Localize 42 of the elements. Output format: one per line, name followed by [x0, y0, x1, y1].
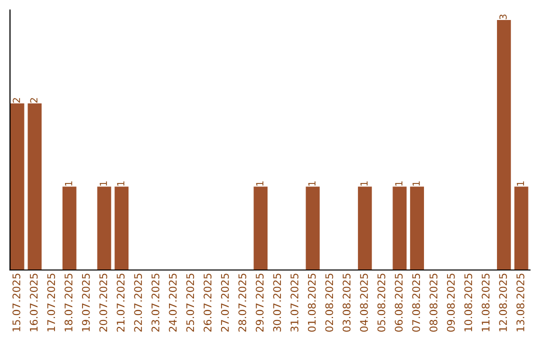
x-tick-label: 09.08.2025: [446, 274, 455, 332]
x-tick-label: 22.07.2025: [134, 274, 142, 332]
data-label: 1: [412, 181, 420, 186]
x-tick-label: 27.07.2025: [221, 274, 229, 332]
data-label: 1: [360, 181, 368, 186]
data-label: 1: [256, 181, 264, 186]
x-tick-label: 05.08.2025: [377, 274, 386, 332]
x-tick-label: 03.08.2025: [342, 274, 351, 332]
x-tick-label: 08.08.2025: [430, 274, 438, 332]
x-tick-label: 15.07.2025: [12, 274, 20, 332]
x-tick-label: 02.08.2025: [325, 274, 334, 332]
x-tick-label: 07.08.2025: [412, 274, 420, 332]
x-tick-label: 30.07.2025: [273, 274, 282, 332]
x-tick-label: 01.08.2025: [308, 274, 316, 332]
data-label: 2: [30, 98, 38, 103]
x-tick-label: 10.08.2025: [464, 274, 472, 332]
x-tick-label: 13.08.2025: [516, 274, 524, 332]
x-tick-label: 24.07.2025: [168, 274, 177, 332]
x-tick-label: 12.08.2025: [499, 274, 507, 332]
x-tick-label: 28.07.2025: [238, 274, 246, 332]
x-tick-label: 23.07.2025: [151, 274, 160, 332]
data-label: 1: [308, 181, 316, 186]
x-tick-label: 20.07.2025: [99, 274, 108, 332]
x-tick-label: 21.07.2025: [116, 274, 125, 332]
data-label: 2: [12, 98, 20, 103]
x-tick-label: 31.07.2025: [290, 274, 298, 332]
x-tick-label: 19.07.2025: [82, 274, 90, 332]
data-label: 3: [499, 14, 507, 20]
data-label: 1: [117, 181, 124, 186]
data-label: 1: [516, 181, 524, 186]
data-label: 1: [65, 181, 72, 186]
x-tick-label: 16.07.2025: [30, 274, 38, 332]
data-label: 1: [395, 181, 402, 186]
x-tick-label: 04.08.2025: [360, 274, 368, 332]
x-tick-label: 11.08.2025: [482, 274, 490, 332]
x-tick-label: 26.07.2025: [204, 274, 212, 332]
x-tick-label: 17.07.2025: [47, 274, 56, 332]
data-label: 1: [100, 181, 107, 186]
x-tick-label: 29.07.2025: [256, 274, 264, 332]
x-tick-label: 18.07.2025: [64, 274, 72, 332]
x-tick-label: 25.07.2025: [186, 274, 194, 332]
x-tick-label: 06.08.2025: [394, 274, 403, 332]
